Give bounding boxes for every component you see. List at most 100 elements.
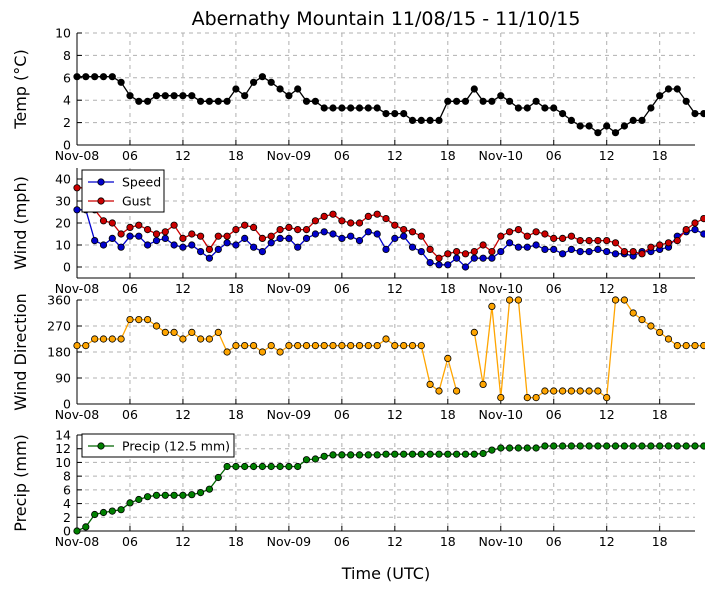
temp-data-point [294, 85, 302, 93]
y-tick-label: 180 [47, 345, 71, 360]
wind-data-point [700, 230, 705, 238]
direction-data-point [170, 328, 178, 336]
wind-data-point [576, 248, 584, 256]
precip-data-point [585, 442, 593, 450]
direction-data-point [152, 322, 161, 330]
wind-data-point [302, 234, 311, 242]
wind-data-point [285, 223, 293, 231]
direction-data-point [250, 341, 258, 350]
direction-data-point [452, 387, 461, 395]
precip-data-point [620, 442, 629, 450]
direction-data-point [214, 328, 222, 336]
wind-data-point [276, 234, 284, 242]
precip-data-point [276, 462, 284, 471]
wind-data-point [73, 184, 81, 192]
wind-data-point [673, 237, 681, 245]
temp-data-point [391, 110, 399, 118]
wind-data-point [205, 254, 213, 262]
precip-data-point [355, 451, 364, 459]
precip-data-point [347, 451, 355, 459]
direction-data-point [656, 328, 664, 336]
x-tick-label: Nov-09 [267, 281, 312, 296]
temp-data-point [541, 104, 549, 112]
wind-data-point [523, 232, 531, 240]
precip-data-point [550, 442, 558, 450]
direction-data-point [585, 387, 593, 395]
wind-data-point [461, 263, 470, 271]
temp-data-point [373, 104, 381, 112]
direction-data-point [179, 335, 187, 343]
direction-data-point [479, 380, 487, 388]
temp-data-point [99, 73, 108, 81]
wind-data-point [188, 230, 196, 238]
precip-data-point [461, 450, 470, 458]
precip-data-point [267, 462, 275, 471]
temp-data-point [656, 92, 664, 100]
direction-data-point [691, 341, 699, 350]
wind-data-point [329, 210, 337, 218]
precip-data-point [532, 444, 540, 452]
temp-data-point [82, 73, 90, 81]
precip-data-point [338, 451, 346, 459]
temp-data-point [232, 85, 240, 93]
precip-data-point [611, 442, 620, 450]
wind-data-point [99, 241, 108, 249]
wind-data-point [99, 217, 108, 225]
wind-data-point [355, 219, 364, 227]
wind-data-point [126, 232, 134, 240]
precip-data-point [320, 452, 328, 460]
wind-series-line [77, 187, 705, 259]
y-tick-label: 10 [55, 238, 71, 253]
wind-data-point [426, 258, 434, 267]
direction-data-point [700, 342, 705, 350]
temp-data-point [91, 73, 99, 81]
temp-data-point [311, 97, 319, 105]
y-tick-label: 2 [63, 510, 71, 525]
wind-data-point [594, 237, 602, 245]
wind-data-point [161, 234, 169, 242]
temp-data-point [214, 97, 222, 105]
temp-data-point [585, 122, 593, 130]
y-tick-label: 20 [55, 216, 71, 231]
wind-data-point [505, 239, 514, 247]
precip-data-point [188, 491, 196, 499]
temp-data-point [179, 92, 187, 100]
temp-data-point [126, 92, 134, 100]
wind-data-point [567, 245, 576, 253]
wind-panel: 0 10 20 30 40 Nov-08 06 12 18 Nov-09 06 12 18 Nov-10 0… [11, 168, 705, 296]
precip-data-point [629, 442, 637, 450]
precip-data-point [135, 495, 143, 504]
direction-data-point [126, 315, 134, 324]
precip-data-point [170, 491, 178, 499]
direction-data-point [673, 341, 681, 350]
direction-data-point [285, 341, 293, 350]
direction-data-point [470, 328, 478, 336]
temp-data-point [117, 78, 125, 86]
wind-data-point [302, 226, 311, 234]
direction-data-point [355, 341, 364, 350]
y-tick-label: 12 [55, 441, 71, 456]
y-tick-label: 8 [63, 48, 71, 63]
precip-data-point [144, 493, 152, 501]
x-tick-label: 12 [387, 281, 403, 296]
temp-data-point [408, 116, 417, 125]
direction-data-point [550, 387, 558, 395]
wind-data-point [276, 226, 284, 234]
temp-data-point [638, 116, 646, 125]
temp-data-point [161, 92, 169, 100]
wind-data-point [656, 241, 664, 249]
wind-data-point [267, 239, 275, 247]
wind-data-point [144, 241, 152, 249]
x-tick-label: 18 [440, 534, 456, 549]
direction-data-point [664, 335, 673, 343]
temp-data-point [550, 104, 558, 112]
direction-data-point [532, 393, 540, 402]
direction-data-point [108, 335, 116, 343]
direction-data-point [197, 335, 205, 343]
x-tick-label: 12 [599, 534, 615, 549]
wind-data-point [144, 226, 152, 234]
precip-data-point [603, 442, 611, 450]
y-tick-label: 90 [55, 371, 71, 386]
